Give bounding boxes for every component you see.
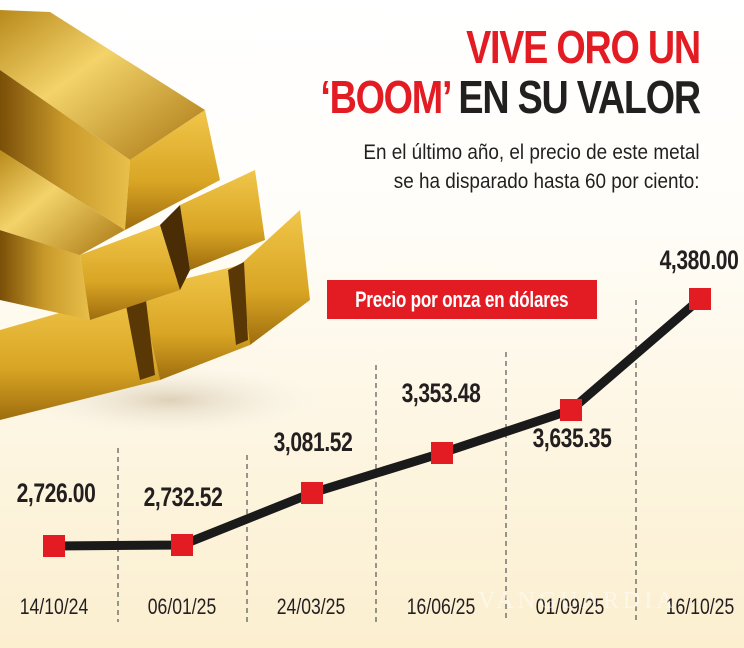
date-label: 01/09/25 bbox=[535, 594, 605, 619]
title-line-1: VIVE ORO UN bbox=[466, 21, 701, 73]
gold-bars-image bbox=[0, 10, 320, 430]
legend-badge: Precio por onza en dólares bbox=[327, 280, 597, 319]
value-label: 2,726.00 bbox=[16, 478, 96, 508]
marker-point bbox=[560, 399, 582, 421]
marker-point bbox=[43, 535, 65, 557]
marker-point bbox=[301, 482, 323, 504]
marker-point bbox=[689, 288, 711, 310]
markers bbox=[43, 288, 711, 557]
watermark: VANGUARDIA bbox=[478, 588, 678, 614]
price-line bbox=[53, 295, 703, 551]
chart-subtitle: En el último año, el precio de este meta… bbox=[364, 138, 700, 196]
date-label: 06/01/25 bbox=[147, 594, 217, 619]
marker-point bbox=[431, 442, 453, 464]
title-rest: EN SU VALOR bbox=[449, 71, 702, 123]
value-label: 3,081.52 bbox=[273, 427, 353, 457]
legend-label: Precio por onza en dólares bbox=[355, 286, 569, 312]
marker-point bbox=[171, 534, 193, 556]
value-label: 4,380.00 bbox=[659, 245, 739, 275]
value-label: 2,732.52 bbox=[143, 482, 223, 512]
grid-separators bbox=[117, 300, 637, 622]
title-boom: ‘BOOM’ bbox=[320, 71, 450, 123]
date-label: 16/06/25 bbox=[406, 594, 476, 619]
title-line-2: ‘BOOM’ EN SU VALOR bbox=[320, 71, 702, 123]
date-label: 16/10/25 bbox=[665, 594, 735, 619]
date-label: 14/10/24 bbox=[19, 594, 89, 619]
chart-title: VIVE ORO UN ‘BOOM’ EN SU VALOR bbox=[320, 21, 702, 123]
value-label: 3,635.35 bbox=[532, 423, 612, 453]
date-label: 24/03/25 bbox=[276, 594, 346, 619]
subtitle-line-1: En el último año, el precio de este meta… bbox=[363, 141, 700, 164]
value-label: 3,353.48 bbox=[401, 378, 481, 408]
subtitle-line-2: se ha disparado hasta 60 por ciento: bbox=[394, 170, 700, 193]
